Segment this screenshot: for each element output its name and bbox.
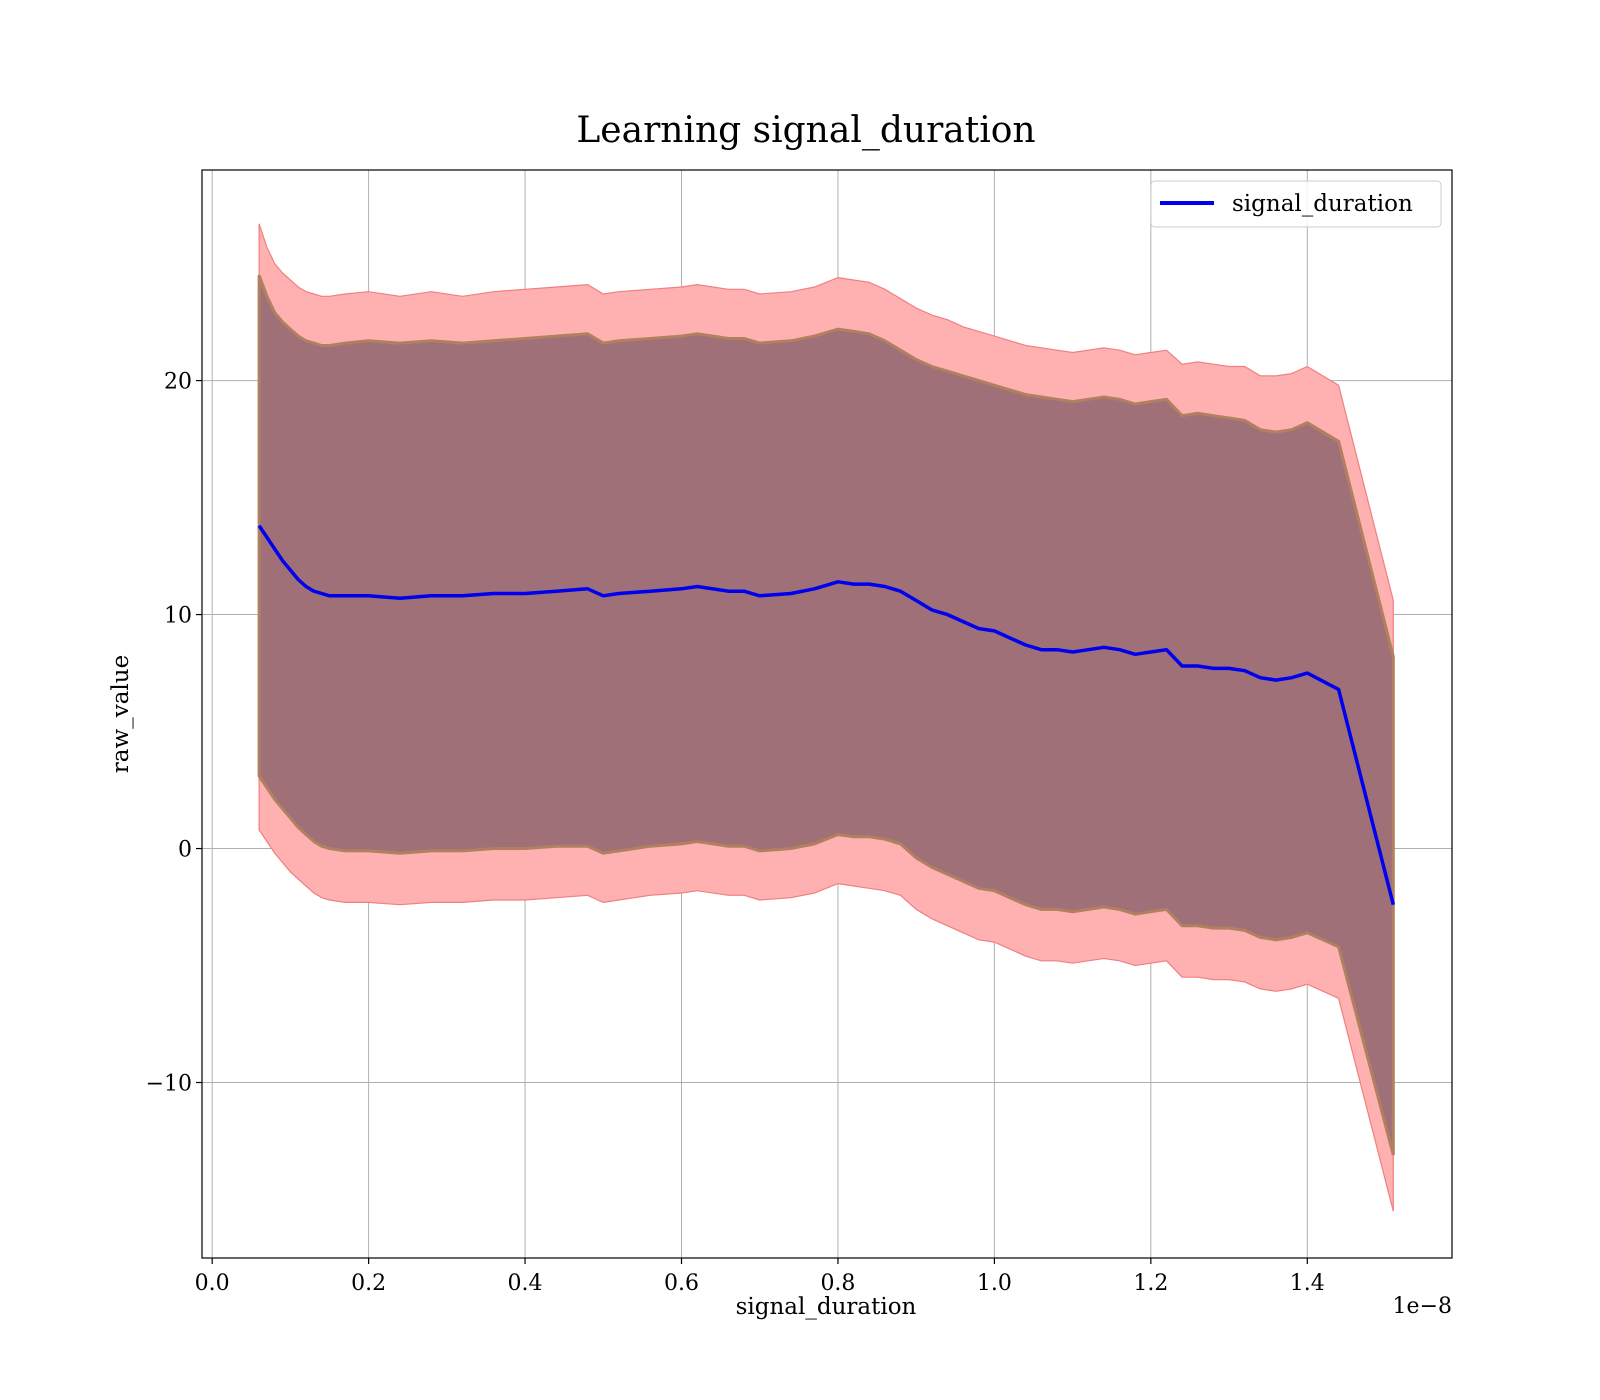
y-tick-label: 0 [178, 838, 192, 863]
x-tick-label: 1.2 [1133, 1271, 1168, 1296]
legend-frame [1150, 180, 1442, 228]
x-tick-label: 0.0 [195, 1271, 230, 1296]
y-tick-label: 20 [164, 370, 192, 395]
x-tick-label: 0.8 [820, 1271, 855, 1296]
legend-label: signal_duration [1232, 191, 1413, 217]
x-axis-label: signal_duration [736, 1294, 917, 1320]
x-tick-label: 0.6 [664, 1271, 699, 1296]
chart-title: Learning signal_duration [576, 110, 1035, 151]
x-axis-ticks: 0.0 0.2 0.4 0.6 0.8 1.0 1.2 1.4 [195, 1258, 1325, 1296]
inner-confidence-band [257, 274, 1395, 1156]
x-tick-label: 1.4 [1290, 1271, 1325, 1296]
y-axis-label: raw_value [108, 655, 134, 773]
bands [257, 223, 1395, 1212]
x-axis-offset-label: 1e−8 [1393, 1294, 1452, 1319]
legend: signal_duration [1150, 180, 1442, 228]
y-tick-label: −10 [146, 1072, 192, 1097]
plot-frame [201, 169, 1453, 1259]
x-tick-label: 0.2 [351, 1271, 386, 1296]
y-tick-label: 10 [164, 604, 192, 629]
series-line-signal-duration [257, 524, 1395, 906]
x-tick-label: 1.0 [977, 1271, 1012, 1296]
series-lines [257, 524, 1395, 906]
x-tick-label: 0.4 [508, 1271, 543, 1296]
y-axis-ticks: −10 0 10 20 [146, 370, 202, 1097]
